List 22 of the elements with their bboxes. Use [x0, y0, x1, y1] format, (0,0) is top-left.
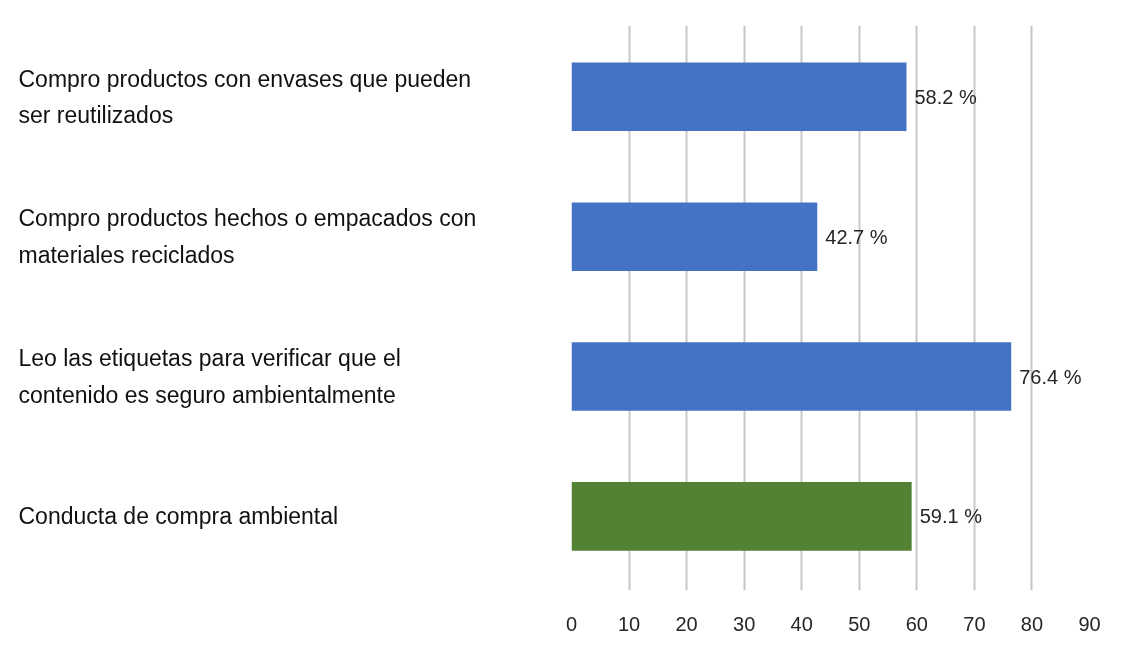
x-tick-label: 70 — [963, 612, 986, 635]
data-label: 59.1 % — [919, 505, 983, 528]
y-tick-label: Leo las etiquetas para verificar que el contenido es seguro ambientalmente — [18, 345, 401, 408]
x-tick-label: 30 — [733, 612, 756, 635]
x-tick-label: 0 — [565, 612, 578, 635]
x-tick-label: 40 — [790, 612, 813, 635]
y-tick-label: Compro productos con envases que pueden ser reutilizados — [18, 65, 472, 129]
data-label: 76.4 % — [1019, 365, 1082, 388]
data-label: 42.7 % — [825, 225, 888, 248]
bar — [571, 482, 912, 551]
x-tick-label: 50 — [848, 612, 871, 635]
y-tick-label: Conducta de compra ambiental — [18, 503, 339, 530]
data-label: 58.2 % — [914, 85, 977, 108]
x-tick-label: 90 — [1078, 612, 1101, 635]
x-tick-label: 10 — [617, 612, 641, 635]
bar — [571, 202, 818, 271]
bar — [571, 342, 1012, 411]
bar — [571, 62, 907, 132]
x-tick-label: 20 — [675, 612, 698, 635]
x-tick-label: 60 — [905, 612, 928, 635]
x-tick-label: 80 — [1020, 612, 1044, 635]
y-tick-label: Compro productos hechos o empacados con materiales reciclados — [18, 205, 477, 268]
